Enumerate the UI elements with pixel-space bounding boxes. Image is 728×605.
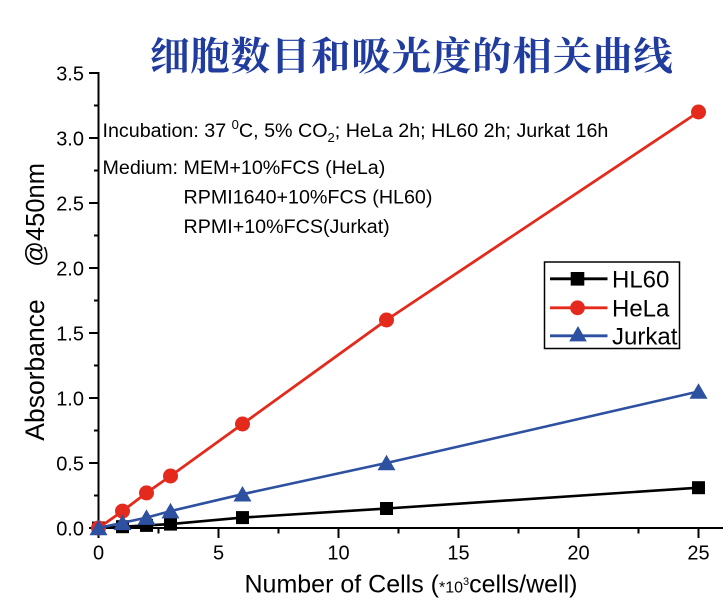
svg-text:Incubation: 37 0C, 5% CO2; HeL: Incubation: 37 0C, 5% CO2; HeLa 2h; HL60… (103, 117, 609, 145)
svg-text:HL60: HL60 (612, 267, 669, 294)
svg-text:0: 0 (93, 543, 104, 565)
svg-text:RPMI+10%FCS(Jurkat): RPMI+10%FCS(Jurkat) (184, 216, 390, 238)
svg-text:3.5: 3.5 (56, 63, 84, 85)
svg-text:Medium: MEM+10%FCS (HeLa): Medium: MEM+10%FCS (HeLa) (103, 157, 386, 179)
svg-text:20: 20 (567, 543, 589, 565)
svg-text:3.0: 3.0 (56, 128, 84, 150)
svg-text:1.0: 1.0 (56, 388, 84, 410)
svg-text:2.5: 2.5 (56, 193, 84, 215)
svg-text:Jurkat: Jurkat (612, 324, 678, 351)
svg-text:25: 25 (687, 543, 709, 565)
svg-text:Number of Cells (*103cells/wel: Number of Cells (*103cells/well) (244, 571, 577, 599)
svg-text:2.0: 2.0 (56, 258, 84, 280)
svg-text:@450nm: @450nm (22, 163, 50, 267)
svg-text:1.5: 1.5 (56, 323, 84, 345)
svg-text:RPMI1640+10%FCS (HL60): RPMI1640+10%FCS (HL60) (184, 187, 433, 209)
svg-text:10: 10 (327, 543, 349, 565)
svg-text:HeLa: HeLa (612, 296, 670, 323)
svg-text:15: 15 (447, 543, 469, 565)
svg-text:5: 5 (213, 543, 224, 565)
svg-text:0.5: 0.5 (56, 453, 84, 475)
svg-text:Absorbance: Absorbance (20, 299, 50, 440)
svg-text:0.0: 0.0 (56, 518, 84, 540)
